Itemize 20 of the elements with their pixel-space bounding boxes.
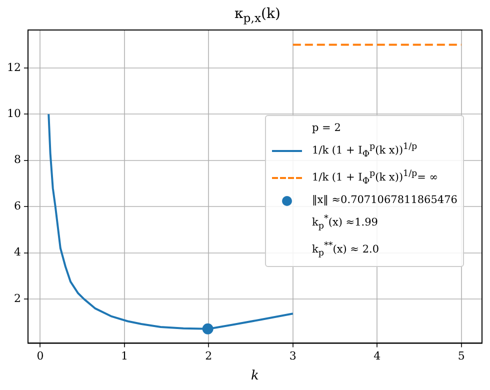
y-tick-label: 10 — [6, 106, 21, 120]
legend-label: 1/k (1 + I$_{Φ}$$^{p}$(k x))$^{1/p}$= ∞ — [312, 168, 438, 188]
x-tick-label: 0 — [36, 350, 44, 363]
y-tick-label: 2 — [14, 292, 21, 305]
chart-title: κ$_{p,x}$(k) — [234, 6, 282, 25]
x-tick-label: 3 — [289, 350, 296, 363]
x-tick-label: 4 — [374, 350, 381, 363]
annotation: k$_{p}$$^{**}$(x) ≈ 2.0 — [312, 240, 380, 260]
legend-label: 1/k (1 + I$_{Φ}$$^{p}$(k x))$^{1/p}$ — [312, 141, 418, 162]
y-tick-label: 6 — [14, 199, 21, 212]
x-tick-label: 2 — [205, 350, 212, 363]
y-tick-label: 8 — [14, 153, 21, 166]
annotation: k$_{p}$$^{*}$(x) ≈1.99 — [312, 213, 378, 234]
legend-title: p = 2 — [312, 121, 341, 136]
y-tick-label: 12 — [6, 60, 21, 74]
x-axis-title: k — [251, 368, 260, 384]
x-tick-label: 5 — [458, 350, 465, 363]
legend-label: ‖x‖ ≈0.7071067811865476 — [312, 193, 458, 208]
x-tick-label: 1 — [120, 350, 128, 363]
y-tick-label: 4 — [14, 246, 21, 259]
